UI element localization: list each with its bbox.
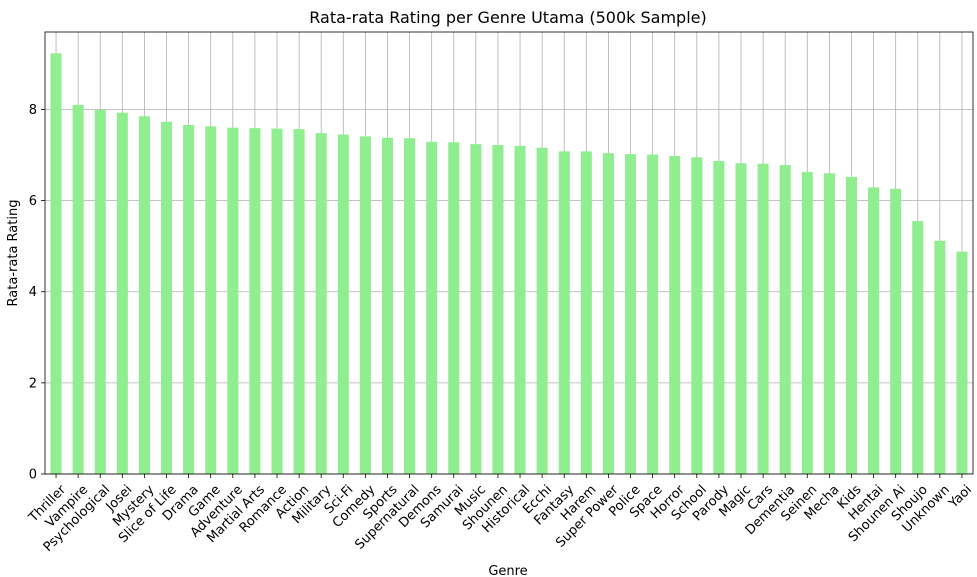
- bar: [514, 145, 526, 474]
- y-tick-label: 0: [29, 468, 37, 483]
- bar: [934, 240, 946, 474]
- bar: [94, 109, 106, 474]
- bar: [470, 144, 482, 474]
- bar: [602, 153, 614, 474]
- bar: [845, 176, 857, 475]
- bar: [381, 137, 393, 475]
- bar: [205, 126, 217, 475]
- y-axis-label: Rata-rata Rating: [6, 200, 21, 307]
- bar: [161, 121, 173, 474]
- bar: [448, 142, 460, 475]
- bar: [647, 154, 659, 474]
- bar: [779, 165, 791, 474]
- plot-frame: [44, 31, 974, 475]
- bar: [337, 134, 349, 475]
- bar: [625, 154, 637, 475]
- bar: [912, 221, 924, 474]
- x-tick-label: Yaoi: [946, 482, 975, 511]
- bar: [271, 128, 283, 475]
- bar: [72, 104, 84, 474]
- bar: [50, 53, 62, 474]
- bar: [315, 133, 327, 475]
- y-tick-label: 6: [29, 194, 37, 209]
- bar: [868, 187, 880, 475]
- bar: [956, 251, 968, 474]
- bar: [713, 160, 725, 474]
- y-tick-label: 2: [29, 376, 37, 391]
- y-tick-label: 8: [29, 103, 37, 118]
- bar: [823, 173, 835, 474]
- bar: [757, 163, 769, 474]
- y-tick-label: 4: [29, 285, 37, 300]
- bar: [669, 155, 681, 474]
- bar: [801, 171, 813, 474]
- bar: [536, 147, 548, 474]
- chart-title: Rata-rata Rating per Genre Utama (500k S…: [309, 8, 706, 27]
- bar: [359, 136, 371, 474]
- bar: [116, 112, 128, 474]
- bar: [404, 138, 416, 474]
- bar: [492, 145, 504, 475]
- bar: [249, 128, 261, 474]
- bar: [227, 127, 239, 474]
- bar: [558, 151, 570, 475]
- bar: [890, 188, 902, 474]
- bar: [138, 116, 150, 475]
- bar: [691, 157, 703, 475]
- bar: [735, 163, 747, 475]
- bar: [580, 151, 592, 475]
- bar: [293, 129, 305, 474]
- bar: [183, 124, 195, 475]
- x-axis-label: Genre: [488, 564, 527, 577]
- bars: [50, 53, 968, 475]
- bar: [426, 141, 438, 474]
